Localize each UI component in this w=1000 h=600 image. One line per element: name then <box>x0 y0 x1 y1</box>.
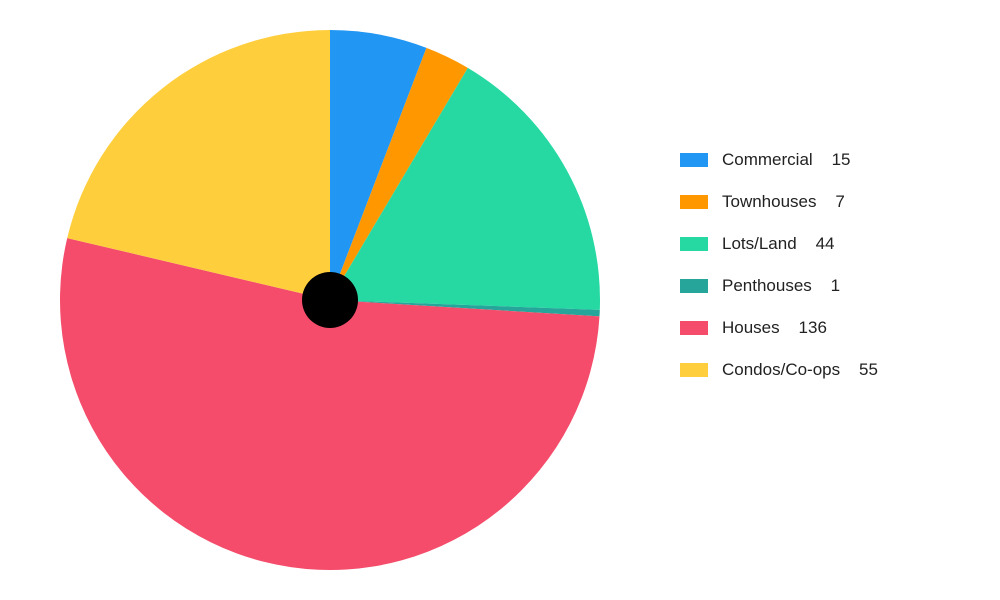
legend-item: Townhouses 7 <box>680 192 878 212</box>
legend-item: Lots/Land 44 <box>680 234 878 254</box>
pie-chart-svg <box>60 30 600 570</box>
legend-swatch <box>680 237 708 251</box>
legend-label: Commercial 15 <box>722 150 850 170</box>
legend-label: Townhouses 7 <box>722 192 845 212</box>
legend-swatch <box>680 195 708 209</box>
legend-item: Penthouses 1 <box>680 276 878 296</box>
legend: Commercial 15 Townhouses 7 Lots/Land 44 Pen… <box>680 150 878 380</box>
chart-container: Commercial 15 Townhouses 7 Lots/Land 44 Pen… <box>0 0 1000 600</box>
legend-label: Condos/Co-ops 55 <box>722 360 878 380</box>
legend-swatch <box>680 321 708 335</box>
legend-swatch <box>680 153 708 167</box>
legend-swatch <box>680 363 708 377</box>
legend-label: Houses 136 <box>722 318 827 338</box>
pie-chart-area <box>60 30 600 570</box>
legend-item: Commercial 15 <box>680 150 878 170</box>
legend-item: Condos/Co-ops 55 <box>680 360 878 380</box>
pie-center-hole <box>302 272 358 328</box>
legend-label: Penthouses 1 <box>722 276 840 296</box>
legend-label: Lots/Land 44 <box>722 234 834 254</box>
legend-swatch <box>680 279 708 293</box>
legend-item: Houses 136 <box>680 318 878 338</box>
